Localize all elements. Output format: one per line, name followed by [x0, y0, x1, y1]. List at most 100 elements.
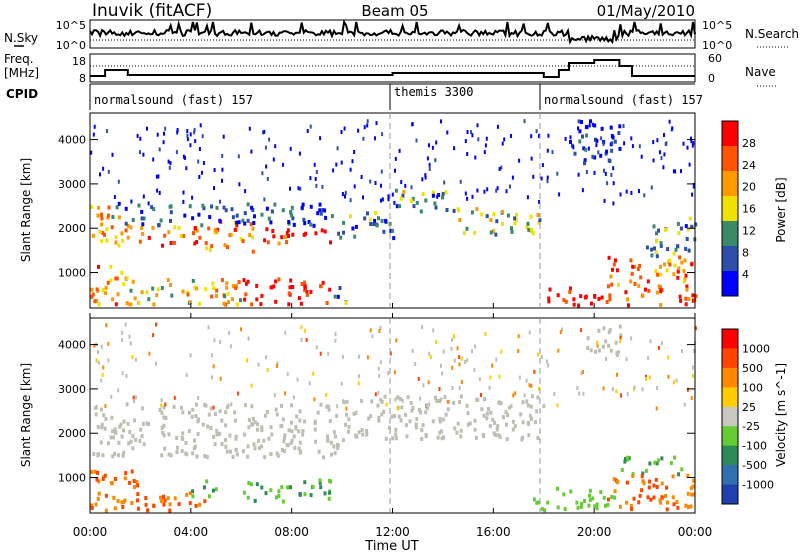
- power-cell: [230, 297, 234, 302]
- velocity-cell: [411, 405, 415, 410]
- power-cell: [213, 168, 216, 172]
- velocity-cell: [103, 426, 107, 431]
- power-cell: [572, 145, 575, 150]
- velocity-cell: [377, 366, 380, 371]
- power-cell: [130, 199, 133, 204]
- power-cell: [238, 182, 241, 187]
- power-cell: [163, 233, 167, 238]
- power-cell: [265, 164, 268, 169]
- power-cell: [272, 234, 276, 239]
- power-cell: [581, 188, 584, 193]
- velocity-cell: [620, 393, 622, 398]
- velocity-cell: [155, 322, 157, 327]
- power-cell: [578, 129, 582, 134]
- velocity-cell: [121, 338, 123, 343]
- velocity-cell: [345, 399, 349, 404]
- freq-panel: Freq. [MHz] 18 8 60 0 Nave: [4, 52, 778, 87]
- power-cell: [309, 176, 312, 181]
- power-cell: [393, 200, 396, 205]
- power-cell: [303, 283, 307, 288]
- power-cell: [372, 222, 376, 226]
- velocity-cell: [482, 434, 486, 439]
- power-cell: [251, 235, 255, 240]
- velocity-cell: [514, 391, 517, 396]
- power-cell: [374, 181, 377, 185]
- power-cell: [191, 195, 194, 200]
- power-cell: [106, 213, 110, 218]
- velocity-cell: [113, 477, 117, 481]
- velocity-cell: [680, 467, 684, 472]
- power-cell: [140, 290, 144, 295]
- colorbar-tick-label: -1000: [742, 479, 774, 492]
- velocity-cell: [396, 406, 399, 411]
- velocity-cell: [298, 440, 302, 445]
- velocity-cell: [275, 363, 278, 368]
- velocity-cell: [185, 492, 189, 497]
- velocity-cell: [536, 436, 540, 440]
- power-cell: [436, 194, 439, 199]
- velocity-cell: [561, 327, 563, 332]
- power-cell: [300, 205, 304, 210]
- power-cell: [309, 289, 313, 294]
- velocity-cell: [133, 485, 136, 490]
- power-cell: [124, 228, 128, 233]
- power-cell: [316, 211, 320, 216]
- power-cell: [182, 199, 185, 204]
- power-cell: [114, 302, 118, 307]
- velocity-cell: [619, 339, 622, 344]
- power-cell: [618, 146, 622, 151]
- power-cell: [527, 227, 531, 232]
- velocity-cell: [593, 504, 597, 509]
- velocity-cell: [229, 344, 232, 349]
- velocity-cell: [166, 496, 170, 501]
- velocity-cell: [319, 351, 322, 356]
- velocity-cell: [213, 338, 216, 343]
- power-cell: [246, 202, 250, 207]
- power-cell: [687, 227, 690, 232]
- velocity-cell: [334, 338, 337, 343]
- noise-right-tick-top: 10^5: [702, 19, 732, 32]
- velocity-cell: [604, 339, 608, 344]
- velocity-cell: [408, 419, 412, 424]
- power-cell: [580, 120, 583, 124]
- power-cell: [109, 264, 113, 269]
- velocity-cell: [366, 355, 369, 360]
- power-cell: [353, 184, 356, 189]
- velocity-cell: [100, 425, 104, 430]
- velocity-cell: [298, 418, 302, 423]
- velocity-cell: [632, 496, 636, 501]
- velocity-cell: [379, 325, 382, 330]
- velocity-cell: [135, 480, 139, 484]
- power-cell: [546, 148, 549, 153]
- power-cell: [186, 137, 189, 142]
- power-cell: [366, 123, 369, 128]
- power-cell: [611, 267, 614, 272]
- power-cell: [305, 290, 309, 294]
- power-cell: [638, 144, 641, 149]
- velocity-cell: [424, 434, 428, 439]
- power-cell: [314, 231, 318, 236]
- power-cell: [572, 302, 576, 307]
- velocity-cell: [116, 499, 120, 504]
- power-cell: [538, 218, 542, 223]
- power-cell: [394, 156, 397, 161]
- velocity-cell: [224, 438, 227, 442]
- velocity-cell: [203, 499, 207, 504]
- power-cell: [538, 199, 541, 204]
- velocity-cell: [383, 394, 387, 399]
- power-cell: [659, 272, 663, 277]
- velocity-cell: [99, 440, 103, 445]
- power-cell: [97, 302, 101, 307]
- velocity-cell: [257, 446, 261, 451]
- velocity-cell: [215, 429, 219, 434]
- velocity-cell: [451, 337, 453, 342]
- power-cell: [622, 124, 625, 128]
- velocity-cell: [456, 421, 460, 426]
- power-cell: [655, 290, 659, 295]
- power-cell: [538, 134, 540, 138]
- power-cell: [660, 156, 663, 161]
- power-cell: [486, 187, 489, 192]
- power-cell: [208, 215, 212, 219]
- velocity-cell: [374, 392, 377, 397]
- power-cell: [146, 126, 148, 131]
